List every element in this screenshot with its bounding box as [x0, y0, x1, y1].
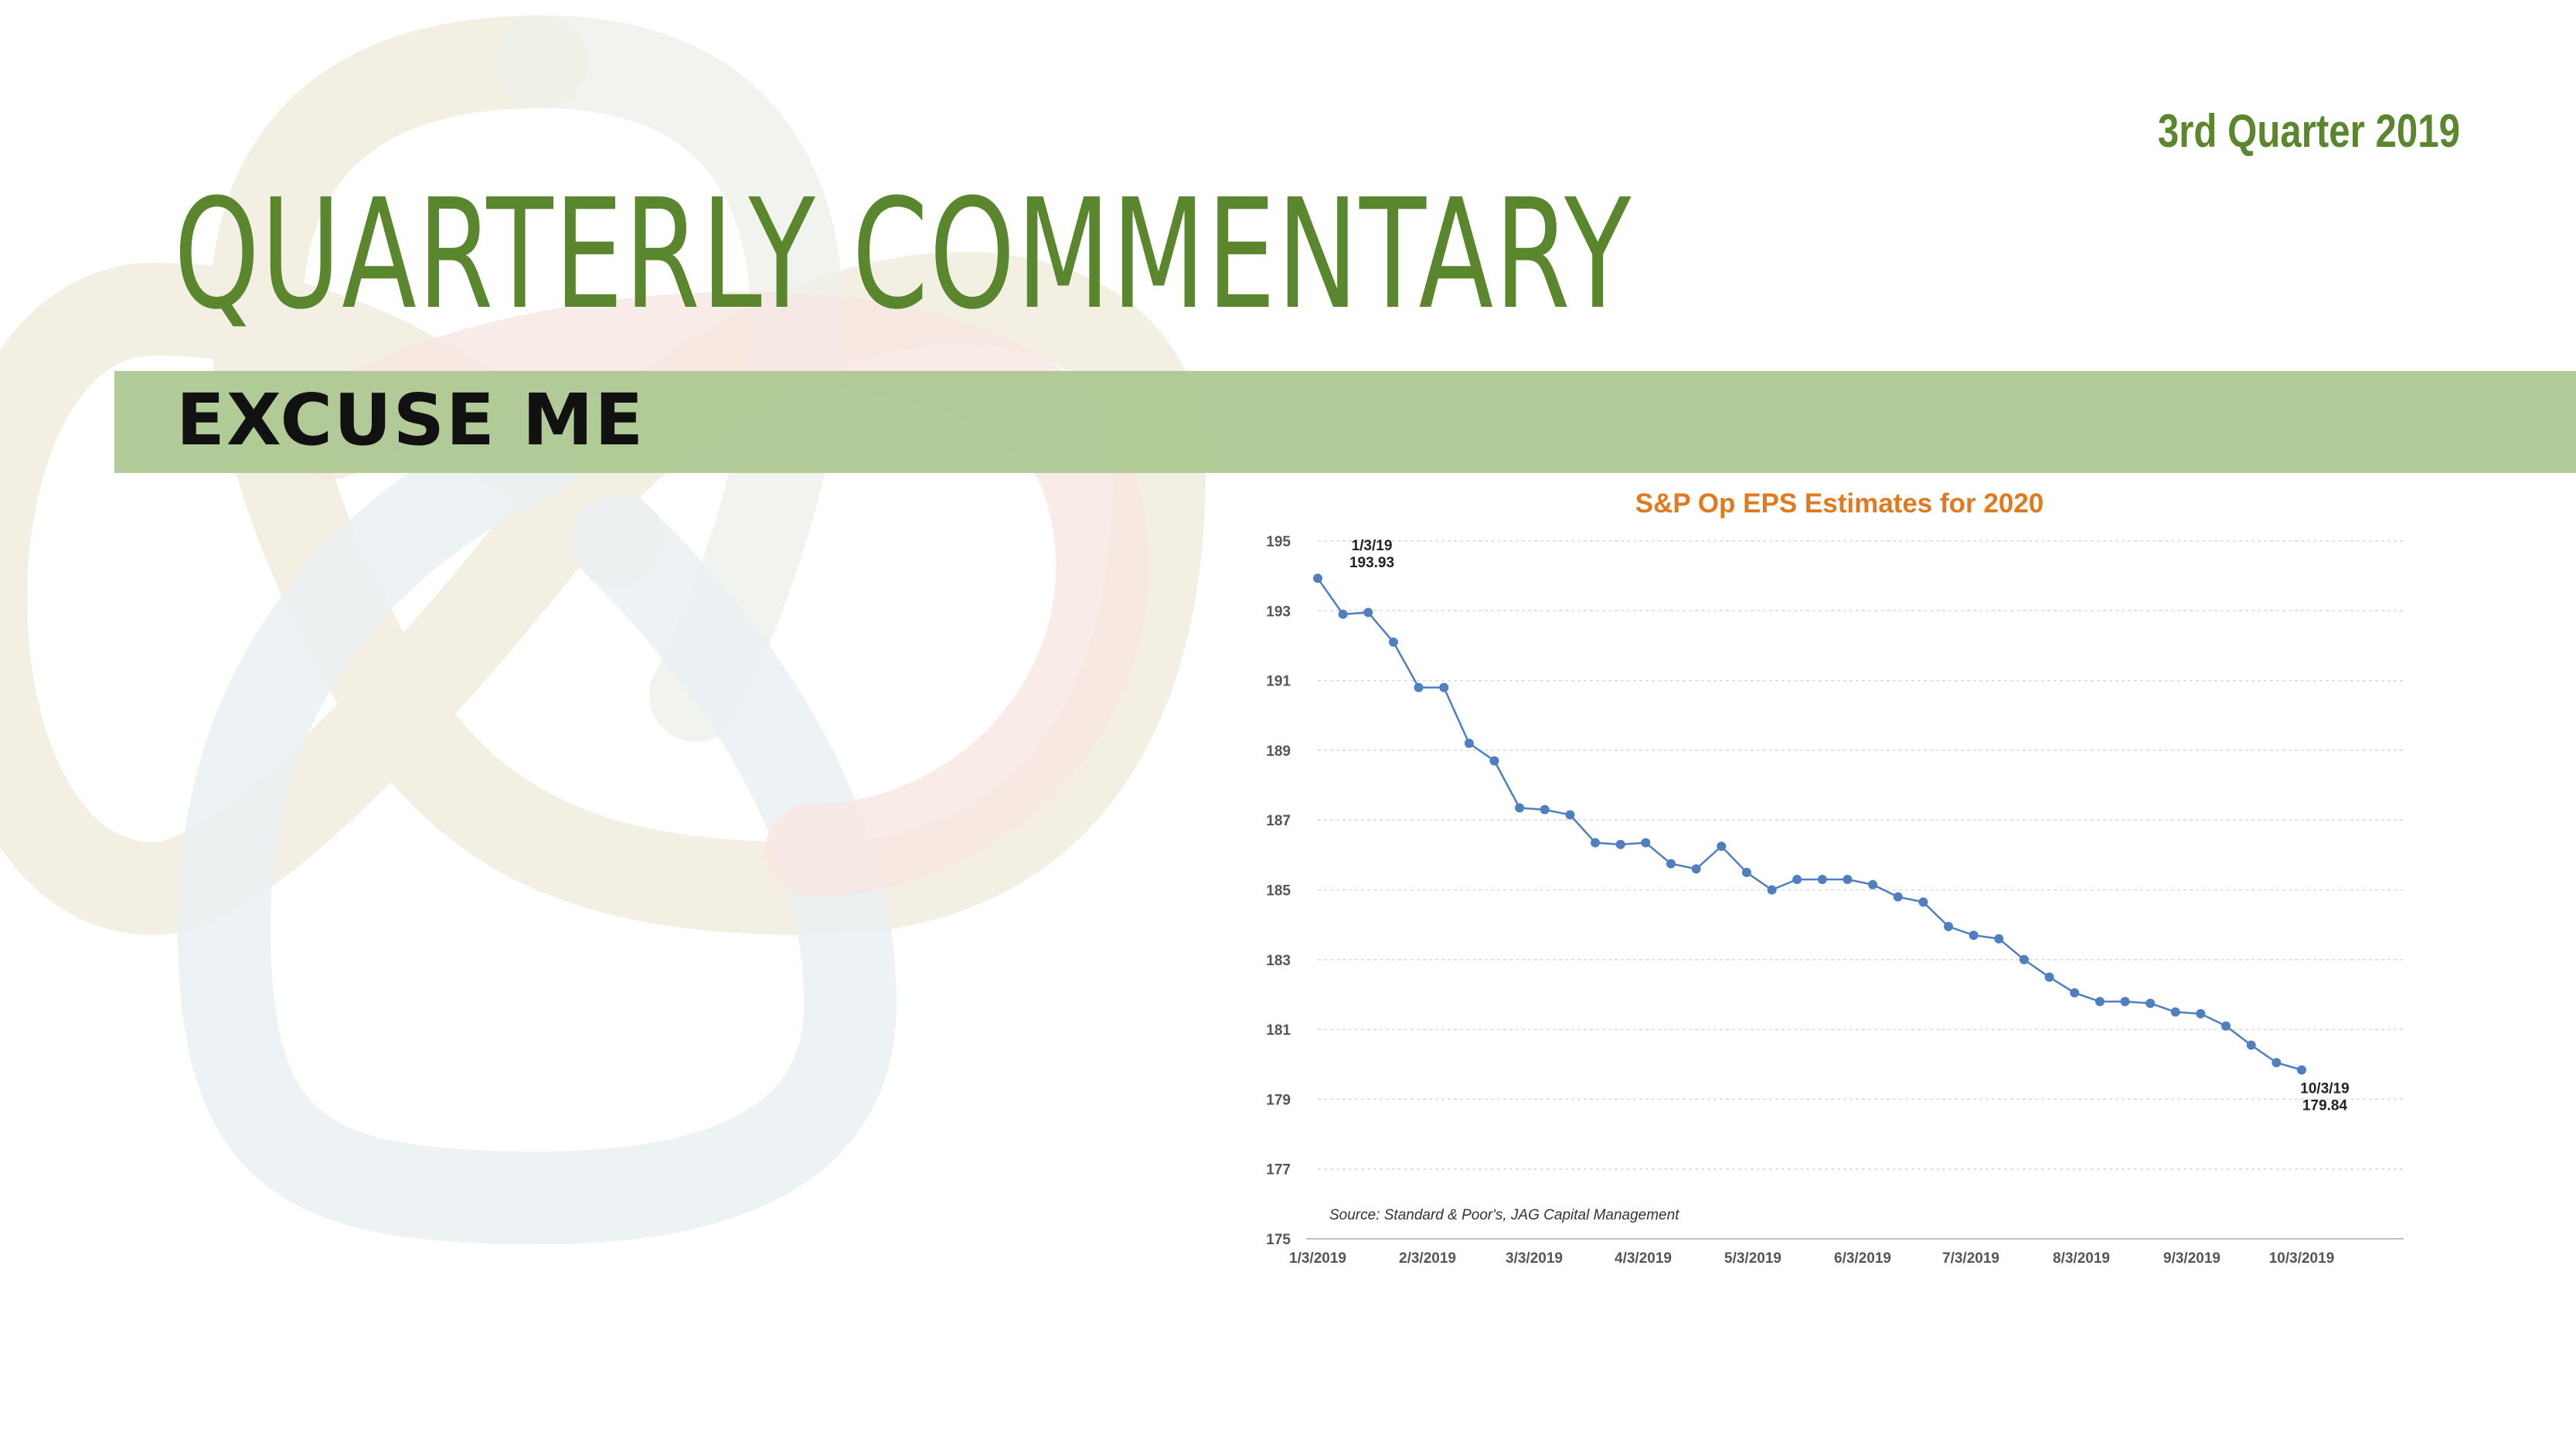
eps-line-chart: S&P Op EPS Estimates for 2020 1751771791… — [1266, 488, 2404, 1267]
y-tick-label: 179 — [1266, 1092, 1291, 1108]
data-point — [1969, 930, 1979, 940]
chart-source: Source: Standard & Poor's, JAG Capital M… — [1329, 1207, 1679, 1223]
series-points — [1313, 573, 2306, 1075]
data-point — [1767, 885, 1777, 895]
chart-gridlines — [1306, 540, 2404, 1240]
x-tick-label: 2/3/2019 — [1399, 1250, 1456, 1267]
data-point — [1540, 804, 1550, 815]
data-point — [1741, 867, 1751, 877]
data-point — [2221, 1021, 2231, 1031]
annotation-date: 10/3/19 — [2300, 1080, 2349, 1097]
data-point — [1489, 756, 1499, 766]
annotation-value: 179.84 — [2302, 1097, 2348, 1114]
x-tick-label: 1/3/2019 — [1289, 1250, 1346, 1267]
x-tick-label: 5/3/2019 — [1724, 1250, 1781, 1267]
data-point — [2297, 1065, 2306, 1075]
x-tick-label: 3/3/2019 — [1506, 1250, 1563, 1267]
data-point — [1338, 609, 1348, 619]
y-tick-label: 195 — [1266, 534, 1291, 550]
data-point — [1843, 874, 1853, 884]
annotation-date: 1/3/19 — [1352, 538, 1393, 554]
data-point — [1439, 682, 1449, 692]
x-axis: 1/3/2019 2/3/2019 3/3/2019 4/3/2019 5/3/2019… — [1289, 1250, 2334, 1267]
subtitle-band — [114, 371, 2576, 473]
x-tick-label: 9/3/2019 — [2163, 1250, 2220, 1267]
y-tick-label: 177 — [1266, 1162, 1291, 1179]
section-subtitle: EXCUSE ME — [176, 379, 645, 461]
y-tick-label: 187 — [1266, 813, 1291, 829]
x-tick-label: 6/3/2019 — [1834, 1250, 1891, 1267]
y-tick-label: 185 — [1266, 883, 1291, 900]
quarter-label: 3rd Quarter 2019 — [2157, 105, 2460, 157]
data-point — [1691, 864, 1701, 874]
data-point — [1868, 879, 1878, 889]
y-tick-label: 189 — [1266, 743, 1291, 760]
data-point — [2271, 1057, 2282, 1067]
series-line — [1316, 577, 2302, 1071]
data-point — [1313, 573, 1322, 583]
y-tick-label: 183 — [1266, 953, 1291, 969]
page-title: QUARTERLY COMMENTARY — [174, 167, 1632, 343]
data-point — [1363, 607, 1373, 617]
data-point — [1792, 874, 1802, 884]
data-point — [1414, 682, 1424, 692]
data-point — [1591, 838, 1601, 848]
data-point — [2146, 998, 2156, 1009]
x-tick-label: 7/3/2019 — [1942, 1250, 1999, 1267]
data-point — [1893, 892, 1903, 902]
data-point — [1565, 810, 1575, 820]
annotation-value: 193.93 — [1349, 555, 1394, 571]
data-point — [2044, 972, 2054, 982]
data-point — [2170, 1007, 2180, 1017]
data-point — [2120, 996, 2130, 1006]
data-point — [2094, 996, 2105, 1006]
data-point — [1817, 874, 1827, 884]
y-tick-label: 181 — [1266, 1022, 1291, 1039]
data-point — [1464, 738, 1474, 748]
data-point — [1994, 934, 2004, 944]
data-point — [1641, 838, 1651, 848]
y-tick-label: 191 — [1266, 674, 1291, 690]
y-axis: 175 177 179 181 183 185 187 189 191 193 195 — [1266, 534, 1291, 1248]
data-point — [1717, 842, 1727, 852]
chart-title: S&P Op EPS Estimates for 2020 — [1635, 488, 2043, 519]
y-tick-label: 175 — [1266, 1232, 1291, 1248]
data-point — [1388, 637, 1398, 647]
data-point — [2246, 1040, 2256, 1050]
data-point — [2196, 1009, 2206, 1019]
data-point — [1515, 803, 1525, 813]
data-point — [2019, 954, 2029, 964]
data-point — [1918, 897, 1928, 907]
data-point — [1944, 921, 1954, 931]
x-tick-label: 4/3/2019 — [1615, 1250, 1672, 1267]
data-point — [2070, 988, 2080, 998]
data-point — [1615, 839, 1625, 849]
x-tick-label: 10/3/2019 — [2269, 1250, 2335, 1267]
x-tick-label: 8/3/2019 — [2053, 1250, 2110, 1267]
data-point — [1666, 859, 1676, 869]
y-tick-label: 193 — [1266, 604, 1291, 620]
